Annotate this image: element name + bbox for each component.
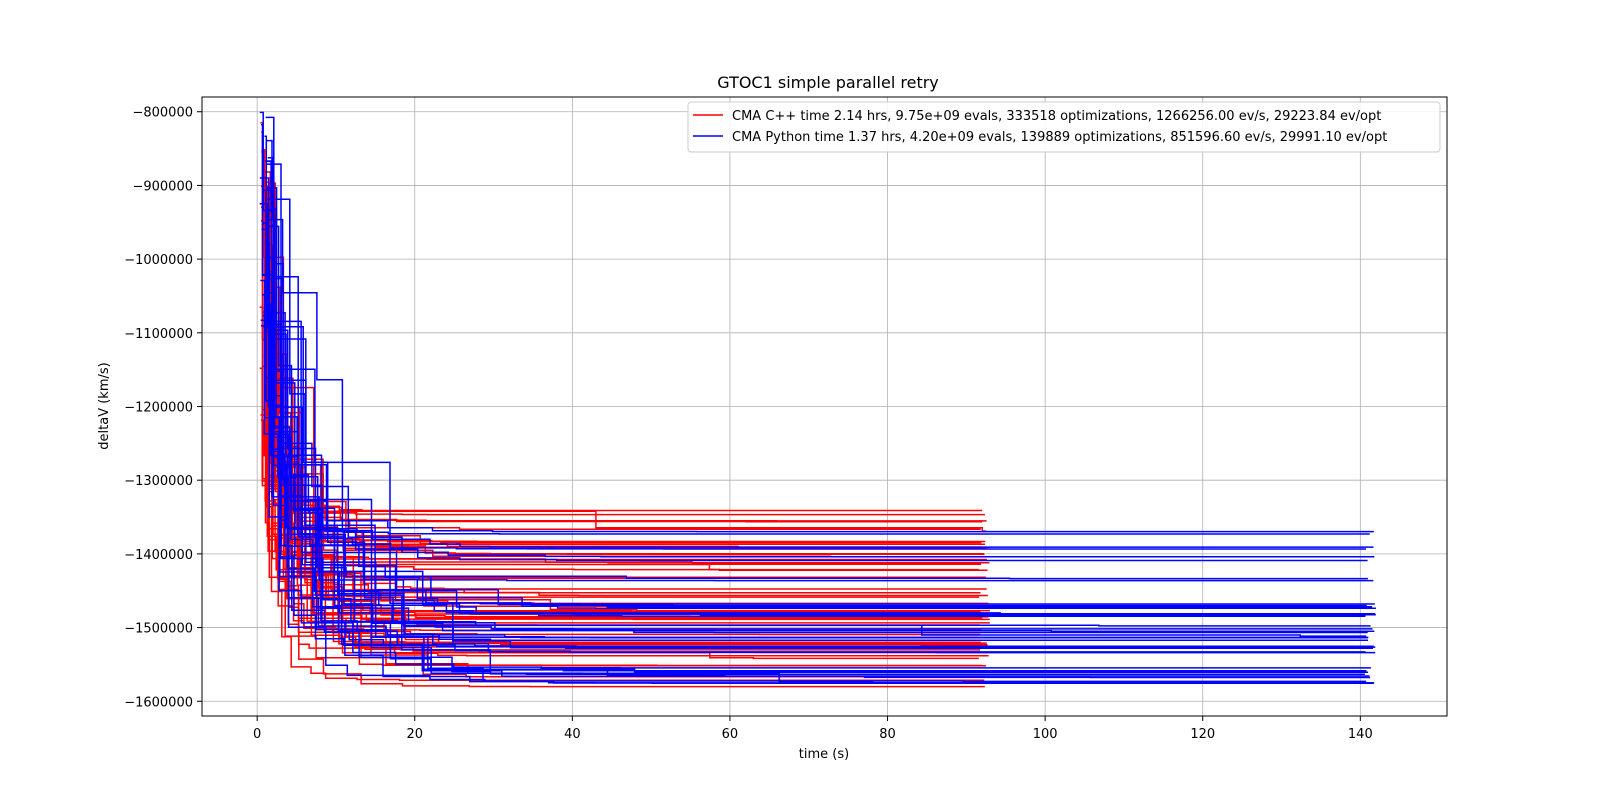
series-cma-python [259, 111, 1376, 684]
legend: CMA C++ time 2.14 hrs, 9.75e+09 evals, 3… [687, 101, 1441, 153]
run-line [259, 111, 1374, 684]
run-line [259, 306, 982, 631]
run-line [265, 189, 1373, 650]
y-tick-label: −1200000 [124, 401, 193, 416]
y-tick-label: −1600000 [124, 695, 193, 710]
x-tick-label: 20 [406, 727, 423, 742]
y-tick-label: −1500000 [124, 622, 193, 637]
x-tick-label: 140 [1348, 727, 1373, 742]
y-tick-label: −1400000 [124, 548, 193, 563]
legend-label-cma-python: CMA Python time 1.37 hrs, 4.20e+09 evals… [732, 130, 1387, 145]
y-axis-label: deltaV (km/s) [97, 362, 112, 449]
x-tick-label: 100 [1033, 727, 1058, 742]
y-tick-label: −900000 [132, 179, 193, 194]
run-line [267, 331, 1376, 615]
run-line [266, 187, 1373, 630]
x-tick-label: 40 [564, 727, 581, 742]
legend-label-cma-cpp: CMA C++ time 2.14 hrs, 9.75e+09 evals, 3… [732, 109, 1381, 124]
run-line [264, 135, 1375, 605]
y-tick-label: −800000 [132, 106, 193, 121]
y-tick-label: −1100000 [124, 327, 193, 342]
run-line [267, 157, 1376, 610]
x-tick-label: 80 [879, 727, 896, 742]
run-line [267, 219, 1374, 647]
x-tick-label: 60 [722, 727, 739, 742]
run-line [264, 265, 1365, 676]
run-line [262, 222, 1371, 679]
y-tick-label: −1000000 [124, 253, 193, 268]
y-axis: −800000 −900000 −1000000 −1100000 −1200000 −1… [124, 106, 202, 710]
run-line [261, 274, 1368, 580]
run-line [266, 139, 1374, 582]
run-line [262, 189, 1375, 558]
x-tick-label: 0 [253, 727, 261, 742]
run-line [267, 297, 1367, 683]
x-axis: 0 20 40 60 80 100 120 140 [253, 716, 1373, 742]
series-layer [259, 111, 1376, 688]
run-line [266, 163, 1375, 632]
chart-title: GTOC1 simple parallel retry [717, 73, 939, 92]
x-tick-label: 120 [1190, 727, 1215, 742]
y-tick-label: −1300000 [124, 474, 193, 489]
legend-box [687, 101, 1441, 153]
run-line [265, 185, 984, 555]
run-line [265, 209, 1369, 674]
x-axis-label: time (s) [799, 747, 849, 762]
